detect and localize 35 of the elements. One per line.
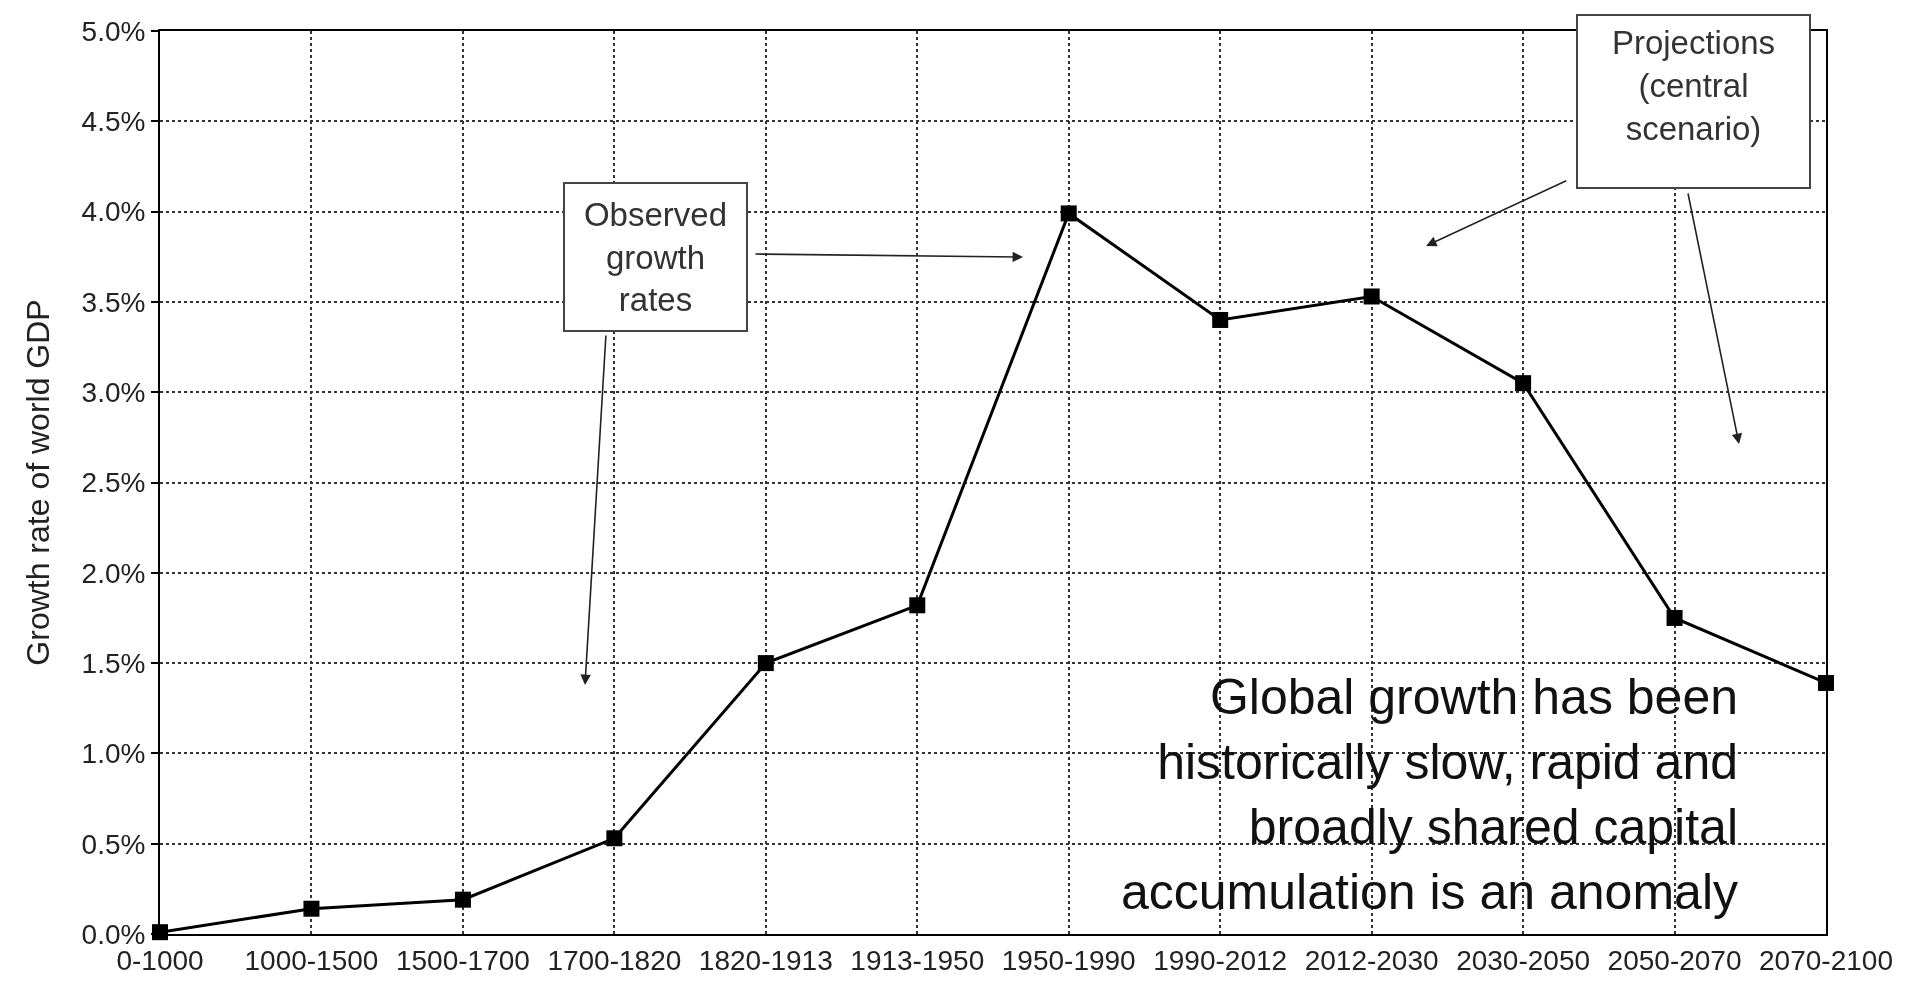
x-tick-label: 2012-2030 <box>1304 944 1439 976</box>
y-tick-label: 2.0% <box>81 557 146 589</box>
point <box>1515 375 1532 392</box>
point <box>454 891 471 908</box>
x-tick-label: 1820-1913 <box>698 944 833 976</box>
x-tick-label: 1700-1820 <box>547 944 682 976</box>
y-tick-label: 5.0% <box>81 15 146 47</box>
annotation: Observed growth rates <box>583 195 728 319</box>
point <box>1060 205 1077 222</box>
x-tick-label: 2050-2070 <box>1607 944 1742 976</box>
x-tick-label: 1990-2012 <box>1153 944 1288 976</box>
x-tick-label: 1950-1990 <box>1001 944 1136 976</box>
y-tick-label: 3.0% <box>81 377 146 408</box>
x-tick-label: 1000-1500 <box>244 944 379 976</box>
y-tick-label: 1.0% <box>81 738 146 770</box>
point <box>909 597 926 614</box>
annotation: Projections (central scenario) <box>1611 24 1776 147</box>
x-tick-label: 2030-2050 <box>1456 944 1591 976</box>
y-tick-label: 2.5% <box>81 467 146 499</box>
y-tick-label: 0.5% <box>81 828 146 860</box>
y-tick-label: 3.5% <box>81 286 146 318</box>
x-tick-label: 2070-2100 <box>1759 944 1893 976</box>
x-tick-label: 1500-1700 <box>395 944 530 976</box>
x-tick-label: 1913-1950 <box>850 944 985 976</box>
point <box>1212 311 1229 328</box>
point <box>303 900 320 917</box>
point <box>757 655 774 672</box>
point <box>606 830 623 847</box>
annotation: Global growth has been historically slow, rapid and broadly shared capital accumulation is an anomaly <box>1121 669 1738 920</box>
y-axis-title: Growth rate of world GDP <box>20 299 57 666</box>
point <box>1363 288 1380 305</box>
y-tick-label: 1.5% <box>81 647 146 679</box>
y-tick-label: 4.5% <box>81 106 146 138</box>
y-tick-label: 4.0% <box>81 196 146 228</box>
point <box>1666 609 1683 626</box>
